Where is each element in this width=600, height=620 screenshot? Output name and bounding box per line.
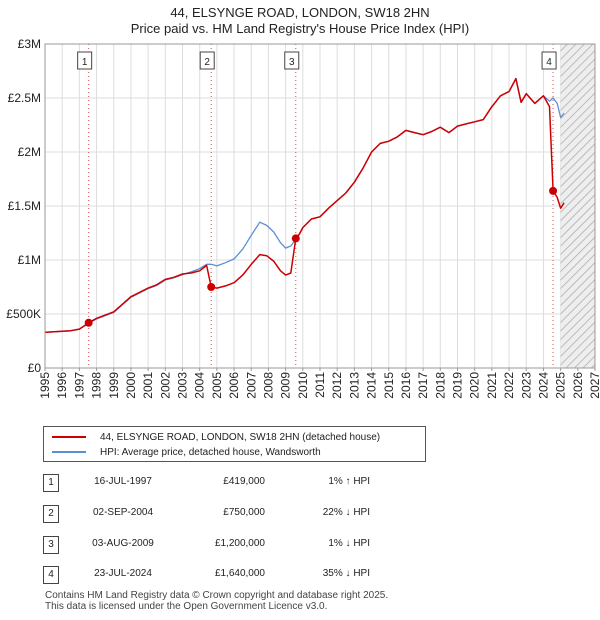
transaction-number: 4 bbox=[43, 566, 59, 584]
transaction-price: £750,000 bbox=[223, 507, 265, 518]
x-tick-label: 2004 bbox=[193, 372, 207, 399]
sale-number-label: 4 bbox=[546, 57, 552, 68]
y-tick-label: £0 bbox=[28, 361, 42, 375]
x-tick-label: 2007 bbox=[244, 372, 258, 399]
x-tick-label: 1995 bbox=[38, 372, 52, 399]
x-tick-label: 2027 bbox=[588, 372, 600, 399]
transaction-hpi: 1% ↑ HPI bbox=[328, 476, 370, 487]
transaction-number: 2 bbox=[43, 505, 59, 523]
transaction-hpi: 1% ↓ HPI bbox=[328, 538, 370, 549]
legend-label-property: 44, ELSYNGE ROAD, LONDON, SW18 2HN (deta… bbox=[100, 431, 381, 443]
transaction-number: 3 bbox=[43, 536, 59, 554]
y-tick-label: £1.5M bbox=[8, 199, 41, 213]
footer-copyright: Contains HM Land Registry data © Crown c… bbox=[45, 590, 389, 601]
sale-number-box bbox=[77, 51, 93, 70]
y-tick-label: £2.5M bbox=[8, 91, 41, 105]
transaction-price: £419,000 bbox=[223, 476, 265, 487]
x-tick-label: 1997 bbox=[72, 372, 86, 399]
x-tick-label: 2008 bbox=[261, 372, 275, 399]
series-line-property bbox=[44, 77, 565, 334]
sale-number-box bbox=[284, 51, 300, 70]
x-tick-label: 2009 bbox=[279, 372, 293, 399]
transaction-date: 16-JUL-1997 bbox=[94, 476, 152, 487]
sale-number-label: 1 bbox=[82, 57, 88, 68]
x-tick-label: 2003 bbox=[176, 372, 190, 399]
footer-licence: This data is licensed under the Open Gov… bbox=[45, 601, 328, 612]
transaction-date: 23-JUL-2024 bbox=[94, 568, 152, 579]
sale-point bbox=[84, 318, 93, 327]
sale-number-box bbox=[199, 51, 215, 70]
transaction-row: 4 23-JUL-2024 £1,640,000 35% ↓ HPI bbox=[0, 566, 600, 586]
x-tick-label: 2000 bbox=[124, 372, 138, 399]
y-tick-label: £3M bbox=[18, 37, 41, 51]
chart-title: 44, ELSYNGE ROAD, LONDON, SW18 2HN bbox=[170, 5, 430, 20]
x-tick-label: 2022 bbox=[502, 372, 516, 399]
x-tick-label: 2020 bbox=[468, 372, 482, 399]
transaction-row: 1 16-JUL-1997 £419,000 1% ↑ HPI bbox=[0, 474, 600, 494]
x-tick-label: 2021 bbox=[485, 372, 499, 399]
x-tick-label: 2012 bbox=[330, 372, 344, 399]
legend-swatch-hpi bbox=[52, 451, 86, 453]
x-tick-label: 2013 bbox=[347, 372, 361, 399]
transaction-hpi: 22% ↓ HPI bbox=[322, 507, 370, 518]
x-tick-label: 2016 bbox=[399, 372, 413, 399]
x-tick-label: 2001 bbox=[141, 372, 155, 399]
sale-number-box bbox=[541, 51, 557, 70]
x-tick-label: 2025 bbox=[554, 372, 568, 399]
sale-number-label: 2 bbox=[204, 57, 210, 68]
x-tick-label: 2023 bbox=[519, 372, 533, 399]
y-tick-label: £500K bbox=[6, 307, 41, 321]
x-tick-label: 2017 bbox=[416, 372, 430, 399]
x-tick-label: 2006 bbox=[227, 372, 241, 399]
x-tick-label: 2010 bbox=[296, 372, 310, 399]
chart-subtitle: Price paid vs. HM Land Registry's House … bbox=[130, 21, 470, 36]
y-tick-label: £2M bbox=[18, 145, 41, 159]
transaction-date: 03-AUG-2009 bbox=[92, 538, 154, 549]
sale-number-label: 3 bbox=[289, 57, 295, 68]
x-tick-label: 1996 bbox=[55, 372, 69, 399]
sale-point bbox=[549, 186, 558, 195]
x-tick-label: 1998 bbox=[90, 372, 104, 399]
x-tick-label: 2002 bbox=[158, 372, 172, 399]
chart-legend: 44, ELSYNGE ROAD, LONDON, SW18 2HN (deta… bbox=[43, 426, 426, 462]
x-tick-label: 2011 bbox=[313, 372, 327, 398]
forecast-hatch bbox=[560, 44, 595, 368]
x-tick-label: 2014 bbox=[365, 372, 379, 399]
x-tick-label: 1999 bbox=[107, 372, 121, 399]
transaction-row: 2 02-SEP-2004 £750,000 22% ↓ HPI bbox=[0, 505, 600, 525]
x-tick-label: 2026 bbox=[571, 372, 585, 399]
transaction-date: 02-SEP-2004 bbox=[92, 507, 154, 518]
legend-swatch-property bbox=[52, 436, 86, 438]
legend-label-hpi: HPI: Average price, detached house, Wand… bbox=[100, 446, 321, 458]
sale-point bbox=[291, 234, 300, 243]
sale-point bbox=[207, 283, 216, 291]
x-tick-label: 2024 bbox=[536, 372, 550, 399]
transaction-hpi: 35% ↓ HPI bbox=[322, 568, 370, 579]
y-tick-label: £1M bbox=[18, 253, 41, 267]
x-tick-label: 2015 bbox=[382, 372, 396, 399]
transaction-number: 1 bbox=[43, 474, 59, 492]
transaction-price: £1,200,000 bbox=[214, 538, 265, 549]
transaction-row: 3 03-AUG-2009 £1,200,000 1% ↓ HPI bbox=[0, 536, 600, 556]
transaction-price: £1,640,000 bbox=[214, 568, 265, 579]
x-tick-label: 2005 bbox=[210, 372, 224, 399]
x-tick-label: 2019 bbox=[451, 372, 465, 399]
x-tick-label: 2018 bbox=[433, 372, 447, 399]
